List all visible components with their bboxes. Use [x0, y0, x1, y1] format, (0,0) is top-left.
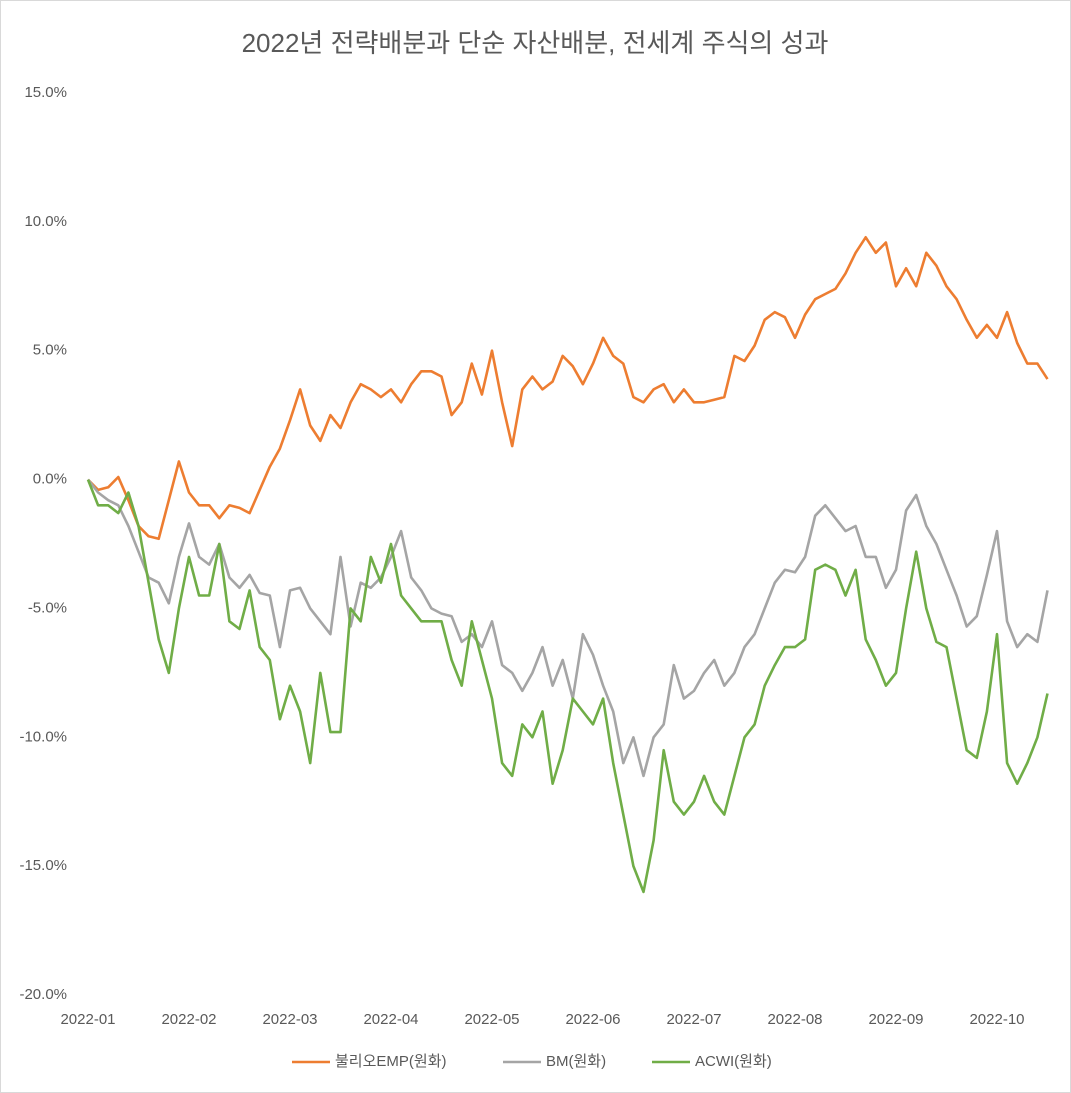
legend-label: ACWI(원화)	[695, 1053, 772, 1070]
x-tick-label: 2022-07	[666, 1011, 721, 1028]
series-line	[86, 479, 1049, 894]
y-tick-label: -15.0%	[19, 857, 67, 874]
series-line	[87, 236, 1049, 541]
y-tick-label: 0.0%	[33, 471, 67, 488]
y-tick-label: -10.0%	[19, 728, 67, 745]
series-line	[86, 478, 1049, 778]
y-tick-label: 5.0%	[33, 342, 67, 359]
x-tick-label: 2022-09	[868, 1011, 923, 1028]
x-tick-label: 2022-05	[464, 1011, 519, 1028]
x-tick-label: 2022-03	[262, 1011, 317, 1028]
chart-title: 2022년 전략배분과 단순 자산배분, 전세계 주식의 성과	[242, 28, 829, 58]
y-tick-label: -5.0%	[28, 599, 67, 616]
y-tick-label: -20.0%	[19, 986, 67, 1003]
y-tick-label: 10.0%	[24, 213, 67, 230]
legend-label: BM(원화)	[546, 1053, 606, 1070]
x-tick-label: 2022-10	[969, 1011, 1024, 1028]
y-tick-label: 15.0%	[24, 84, 67, 101]
x-tick-label: 2022-08	[767, 1011, 822, 1028]
legend-label: 불리오EMP(원화)	[335, 1053, 447, 1070]
x-tick-label: 2022-04	[363, 1011, 418, 1028]
x-tick-label: 2022-02	[161, 1011, 216, 1028]
x-tick-label: 2022-01	[60, 1011, 115, 1028]
x-tick-label: 2022-06	[565, 1011, 620, 1028]
